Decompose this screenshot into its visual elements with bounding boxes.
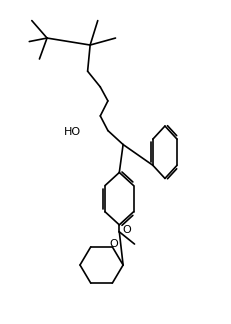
Text: HO: HO: [64, 127, 81, 137]
Text: O: O: [122, 225, 131, 235]
Text: O: O: [109, 239, 118, 249]
